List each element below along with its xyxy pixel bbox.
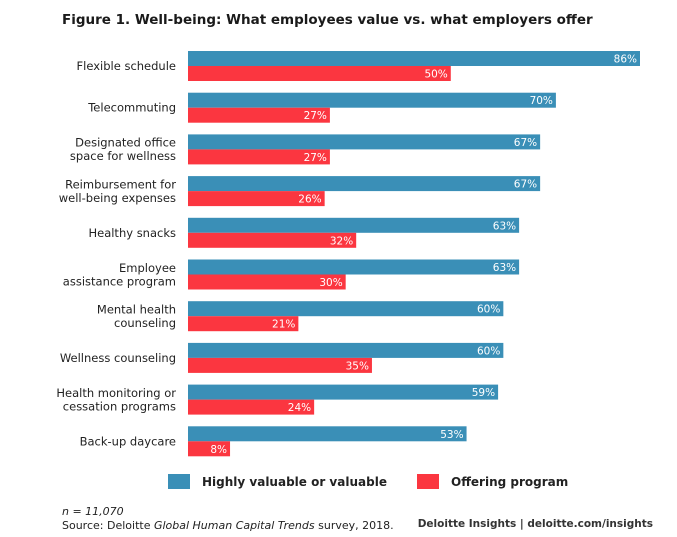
bar-offering-wellness-counseling	[188, 357, 372, 373]
value-label-offering-employee-assistance-program: 30%	[319, 277, 342, 289]
value-label-valuable-healthy-snacks: 63%	[493, 220, 516, 232]
brand-footer: Deloitte Insights | deloitte.com/insight…	[417, 518, 653, 530]
bar-offering-healthy-snacks	[188, 232, 357, 248]
chart-title: Figure 1. Well-being: What employees val…	[62, 12, 593, 28]
category-label-back-up-daycare: Back-up daycare	[80, 434, 176, 448]
category-label-designated-office-space-for-wellness: space for wellness	[70, 149, 176, 163]
legend-item-offering: Offering program	[417, 474, 568, 489]
value-label-valuable-designated-office-space-for-wellness: 67%	[514, 137, 537, 149]
value-label-valuable-wellness-counseling: 60%	[477, 345, 500, 357]
legend-label-valuable: Highly valuable or valuable	[202, 474, 387, 489]
bar-valuable-designated-office-space-for-wellness	[188, 134, 541, 150]
value-label-valuable-health-monitoring-or-cessation-programs: 59%	[472, 387, 495, 399]
sample-size-note: n = 11,070	[62, 505, 124, 518]
legend-label-offering: Offering program	[451, 474, 569, 489]
value-label-offering-health-monitoring-or-cessation-programs: 24%	[288, 402, 311, 414]
value-label-offering-designated-office-space-for-wellness: 27%	[304, 152, 327, 164]
value-label-offering-flexible-schedule: 50%	[424, 69, 447, 81]
category-label-healthy-snacks: Healthy snacks	[88, 226, 176, 240]
category-label-wellness-counseling: Wellness counseling	[60, 351, 176, 365]
bar-offering-health-monitoring-or-cessation-programs	[188, 399, 315, 415]
value-label-valuable-mental-health-counseling: 60%	[477, 304, 500, 316]
value-label-valuable-back-up-daycare: 53%	[440, 429, 463, 441]
value-label-offering-telecommuting: 27%	[304, 110, 327, 122]
bar-offering-telecommuting	[188, 107, 330, 123]
bar-offering-back-up-daycare	[188, 441, 231, 457]
bar-offering-flexible-schedule	[188, 66, 451, 81]
value-label-offering-mental-health-counseling: 21%	[272, 319, 295, 331]
legend-swatch-offering	[417, 474, 439, 489]
bar-valuable-reimbursement-for-well-being-expenses	[188, 176, 541, 192]
value-label-valuable-flexible-schedule: 86%	[614, 54, 637, 66]
bar-valuable-healthy-snacks	[188, 217, 520, 233]
bar-chart: Flexible schedule 86% 50% Telecommuting 70% 2…	[56, 51, 640, 457]
category-label-flexible-schedule: Flexible schedule	[77, 59, 176, 73]
category-label-mental-health-counseling: Mental health	[97, 302, 176, 316]
bar-offering-employee-assistance-program	[188, 274, 346, 290]
category-label-health-monitoring-or-cessation-programs: Health monitoring or	[56, 386, 176, 400]
legend-item-valuable: Highly valuable or valuable	[168, 474, 387, 489]
bar-valuable-mental-health-counseling	[188, 301, 504, 317]
value-label-offering-wellness-counseling: 35%	[346, 360, 369, 372]
bar-valuable-flexible-schedule	[188, 51, 640, 66]
category-label-designated-office-space-for-wellness: Designated office	[75, 136, 176, 150]
value-label-valuable-employee-assistance-program: 63%	[493, 262, 516, 274]
source-note: Source: Deloitte Global Human Capital Tr…	[62, 519, 394, 532]
category-label-reimbursement-for-well-being-expenses: well-being expenses	[59, 191, 176, 205]
value-label-offering-reimbursement-for-well-being-expenses: 26%	[298, 194, 321, 206]
bar-valuable-health-monitoring-or-cessation-programs	[188, 384, 499, 400]
value-label-offering-healthy-snacks: 32%	[330, 235, 353, 247]
category-label-employee-assistance-program: Employee	[119, 261, 176, 275]
bar-offering-mental-health-counseling	[188, 316, 299, 332]
bar-offering-designated-office-space-for-wellness	[188, 149, 330, 165]
category-label-mental-health-counseling: counseling	[114, 316, 176, 330]
category-label-reimbursement-for-well-being-expenses: Reimbursement for	[65, 177, 176, 191]
category-label-telecommuting: Telecommuting	[87, 101, 176, 115]
bar-valuable-employee-assistance-program	[188, 259, 520, 275]
value-label-valuable-telecommuting: 70%	[530, 95, 553, 107]
category-label-employee-assistance-program: assistance program	[63, 274, 176, 288]
legend-swatch-valuable	[168, 474, 190, 489]
value-label-offering-back-up-daycare: 8%	[210, 444, 227, 456]
value-label-valuable-reimbursement-for-well-being-expenses: 67%	[514, 179, 537, 191]
bar-valuable-back-up-daycare	[188, 426, 467, 442]
bar-offering-reimbursement-for-well-being-expenses	[188, 191, 325, 207]
bar-valuable-telecommuting	[188, 92, 556, 108]
bar-valuable-wellness-counseling	[188, 342, 504, 358]
category-label-health-monitoring-or-cessation-programs: cessation programs	[63, 399, 176, 413]
